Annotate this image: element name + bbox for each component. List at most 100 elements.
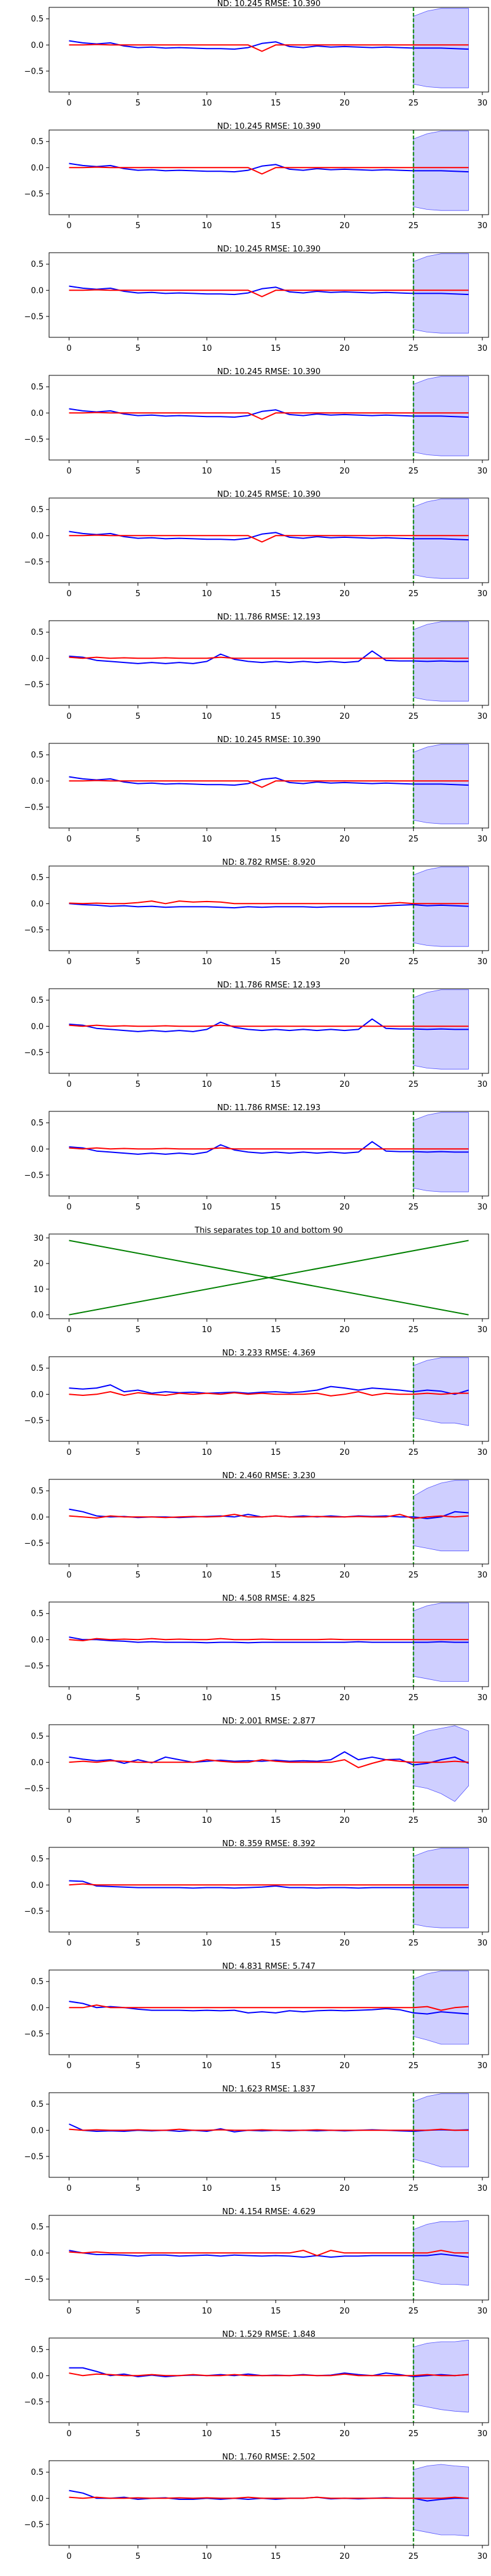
- y-tick-label: 0.0: [31, 1758, 44, 1768]
- series-line-2: [69, 2128, 469, 2131]
- x-tick-label: 25: [408, 1080, 419, 1089]
- series-line-1: [69, 1880, 469, 1889]
- x-tick-label: 30: [477, 835, 488, 844]
- series-line-1: [69, 1018, 469, 1032]
- y-tick-label: −0.5: [24, 926, 44, 935]
- plot-area: [69, 866, 469, 951]
- x-tick-label: 0: [66, 2061, 71, 2071]
- x-tick-label: 25: [408, 957, 419, 967]
- y-tick-label: 30: [33, 1234, 44, 1243]
- y-tick-label: −0.5: [24, 1784, 44, 1793]
- x-tick-label: 15: [271, 2552, 281, 2561]
- chart-title: ND: 10.245 RMSE: 10.390: [217, 123, 321, 131]
- y-tick-label: −0.5: [24, 2152, 44, 2161]
- series-line-2: [69, 780, 469, 788]
- y-tick-label: −0.5: [24, 1048, 44, 1057]
- chart-title: ND: 1.760 RMSE: 2.502: [222, 2453, 315, 2462]
- y-tick-label: 0.5: [31, 1609, 44, 1619]
- x-tick-label: 0: [66, 2307, 71, 2316]
- x-tick-label: 10: [202, 1693, 212, 1703]
- chart-panel-2: ND: 10.245 RMSE: 10.390 0 5 10 15 20 25 30 −0.5 0…: [24, 123, 489, 231]
- y-tick-label: 0.5: [31, 1487, 44, 1496]
- y-tick-label: 0.5: [31, 996, 44, 1005]
- series-line-2: [69, 1147, 469, 1150]
- y-tick-label: −0.5: [24, 1907, 44, 1916]
- x-tick-label: 15: [271, 1448, 281, 1457]
- chart-title: ND: 2.460 RMSE: 3.230: [222, 1472, 315, 1481]
- x-tick-label: 20: [339, 957, 350, 967]
- chart-title: ND: 3.233 RMSE: 4.369: [222, 1349, 315, 1358]
- y-tick-label: 0.5: [31, 628, 44, 637]
- x-tick-label: 25: [408, 2307, 419, 2316]
- y-tick-label: −0.5: [24, 1539, 44, 1548]
- series-line-1: [69, 776, 469, 786]
- x-tick-label: 5: [136, 1203, 141, 1212]
- series-line-1: [69, 903, 469, 909]
- plot-area: [69, 130, 469, 215]
- x-tick-label: 20: [339, 835, 350, 844]
- y-tick-label: 0.0: [31, 1636, 44, 1645]
- x-tick-label: 25: [408, 2552, 419, 2561]
- x-tick-label: 10: [202, 2429, 212, 2439]
- y-tick-label: 0.0: [31, 900, 44, 909]
- x-tick-label: 15: [271, 1816, 281, 1825]
- x-tick-label: 30: [477, 344, 488, 353]
- x-tick-label: 0: [66, 99, 71, 108]
- x-tick-label: 5: [136, 1571, 141, 1580]
- forecast-interval-band: [413, 867, 469, 947]
- series-line-2: [69, 656, 469, 659]
- series-line-2: [69, 1391, 469, 1397]
- y-tick-label: 0.5: [31, 1977, 44, 1987]
- x-tick-label: 20: [339, 2061, 350, 2071]
- series-line-2: [69, 166, 469, 175]
- x-tick-label: 20: [339, 1325, 350, 1335]
- x-tick-label: 25: [408, 1939, 419, 1948]
- axes-frame: [48, 1233, 489, 1319]
- chart-panel-4: ND: 10.245 RMSE: 10.390 0 5 10 15 20 25 30 −0.5 0…: [24, 368, 489, 476]
- series-line-1: [69, 1636, 469, 1644]
- y-tick-label: 0.5: [31, 873, 44, 883]
- x-tick-label: 25: [408, 344, 419, 353]
- x-tick-label: 5: [136, 835, 141, 844]
- plot-area: [69, 1111, 469, 1196]
- x-tick-label: 30: [477, 1080, 488, 1089]
- x-tick-label: 15: [271, 1325, 281, 1335]
- x-tick-label: 15: [271, 1939, 281, 1948]
- x-tick-label: 15: [271, 957, 281, 967]
- chart-title: ND: 4.508 RMSE: 4.825: [222, 1595, 315, 1603]
- x-tick-label: 5: [136, 1325, 141, 1335]
- x-tick-label: 5: [136, 2184, 141, 2193]
- plot-area: [69, 2338, 469, 2423]
- x-tick-label: 25: [408, 1325, 419, 1335]
- series-line-1: [69, 163, 469, 173]
- x-tick-label: 30: [477, 1693, 488, 1703]
- chart-title: ND: 8.359 RMSE: 8.392: [222, 1840, 315, 1849]
- x-tick-label: 20: [339, 99, 350, 108]
- series-line-2: [69, 900, 469, 905]
- x-tick-label: 20: [339, 1080, 350, 1089]
- x-tick-label: 0: [66, 1816, 71, 1825]
- x-tick-label: 0: [66, 221, 71, 231]
- chart-title: ND: 4.831 RMSE: 5.747: [222, 1963, 315, 1971]
- axes-frame: [48, 1356, 489, 1442]
- x-tick-label: 15: [271, 1080, 281, 1089]
- y-tick-label: −0.5: [24, 312, 44, 321]
- x-tick-label: 30: [477, 589, 488, 599]
- y-tick-label: −0.5: [24, 67, 44, 76]
- y-tick-label: 0.5: [31, 383, 44, 392]
- x-tick-label: 10: [202, 589, 212, 599]
- x-tick-label: 5: [136, 1448, 141, 1457]
- chart-panel-1: ND: 10.245 RMSE: 10.390 0 5 10 15 20 25 30 −0.5 0…: [24, 0, 489, 108]
- axes-frame: [48, 743, 489, 829]
- plot-area: [69, 253, 469, 337]
- y-tick-label: −0.5: [24, 680, 44, 689]
- x-tick-label: 20: [339, 1693, 350, 1703]
- x-tick-label: 15: [271, 2184, 281, 2193]
- x-tick-label: 5: [136, 1080, 141, 1089]
- y-tick-label: −0.5: [24, 2030, 44, 2039]
- x-tick-label: 30: [477, 2307, 488, 2316]
- x-tick-label: 15: [271, 589, 281, 599]
- chart-title: ND: 11.786 RMSE: 12.193: [217, 981, 321, 990]
- series-line-1: [69, 408, 469, 418]
